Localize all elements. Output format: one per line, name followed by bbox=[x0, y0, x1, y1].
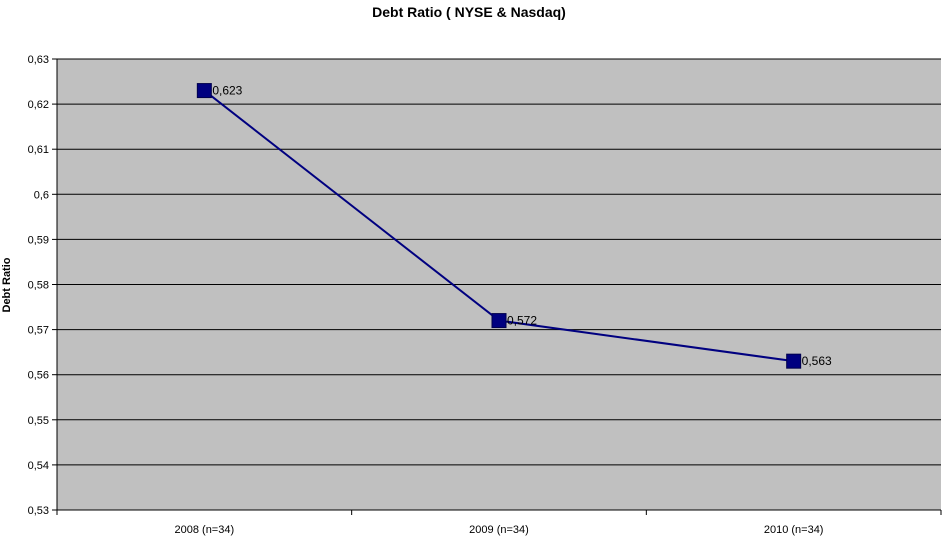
y-tick-label: 0,58 bbox=[28, 280, 49, 292]
chart-title: Debt Ratio ( NYSE & Nasdaq) bbox=[372, 4, 566, 20]
y-tick-label: 0,53 bbox=[28, 505, 49, 517]
y-tick-label: 0,63 bbox=[28, 54, 49, 66]
x-tick-label: 2010 (n=34) bbox=[764, 524, 824, 536]
y-tick-label: 0,61 bbox=[28, 144, 49, 156]
data-point-marker bbox=[196, 83, 212, 99]
y-tick-label: 0,62 bbox=[28, 99, 49, 111]
y-axis-label: Debt Ratio bbox=[1, 257, 13, 312]
data-point-marker bbox=[491, 313, 507, 329]
y-tick-label: 0,54 bbox=[28, 460, 49, 472]
y-tick-label: 0,59 bbox=[28, 234, 49, 246]
y-tick-label: 0,55 bbox=[28, 415, 49, 427]
y-tick-label: 0,6 bbox=[34, 189, 49, 201]
x-tick-label: 2008 (n=34) bbox=[175, 524, 235, 536]
x-tick-label: 2009 (n=34) bbox=[469, 524, 529, 536]
data-label: 0,623 bbox=[212, 84, 242, 98]
axes: 0,53 0,54 0,55 0,56 0,57 0,58 0,59 0,6 0,61 0,62 0… bbox=[28, 54, 942, 536]
y-tick-label: 0,57 bbox=[28, 325, 49, 337]
series-layer: 0,623 0,572 0,563 bbox=[196, 83, 832, 369]
gridlines bbox=[57, 58, 941, 511]
y-tick-label: 0,56 bbox=[28, 370, 49, 382]
data-label: 0,563 bbox=[802, 354, 832, 368]
data-label: 0,572 bbox=[507, 314, 537, 328]
data-point-marker bbox=[786, 353, 802, 369]
